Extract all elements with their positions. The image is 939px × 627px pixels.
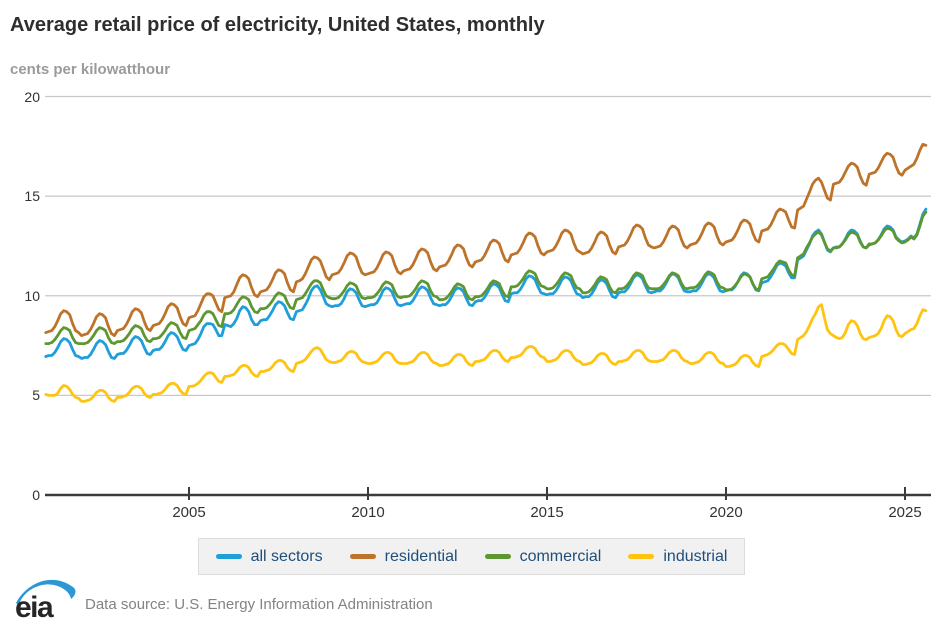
legend-item-residential: residential	[349, 547, 458, 566]
legend-label: all sectors	[250, 547, 323, 565]
y-tick-label: 15	[24, 188, 40, 205]
eia-logo: eia	[14, 576, 78, 624]
eia-logo-swoosh-icon	[16, 579, 76, 605]
legend-label: residential	[384, 547, 458, 565]
legend-item-industrial: industrial	[628, 548, 727, 566]
legend-swatch-icon	[215, 554, 242, 559]
legend-swatch-icon	[349, 554, 376, 559]
y-tick-label: 10	[24, 287, 40, 304]
legend-label: commercial	[519, 547, 602, 565]
chart-units-label: cents per kilowatthour	[10, 61, 171, 78]
legend-item-all-sectors: all sectors	[215, 547, 323, 566]
legend-item-commercial: commercial	[484, 547, 602, 566]
series-line-commercial	[44, 210, 928, 346]
eia-logo-text: eia	[15, 591, 54, 624]
y-tick-label: 20	[24, 88, 40, 105]
x-tick-label: 2010	[351, 504, 385, 521]
x-tick-label: 2020	[709, 504, 743, 521]
legend-swatch-icon	[484, 554, 511, 559]
series-line-industrial	[44, 303, 928, 403]
chart-legend: all sectors residential commercial industri…	[198, 538, 745, 575]
x-tick-label: 2015	[530, 504, 564, 521]
x-tick-label: 2025	[888, 504, 922, 521]
y-tick-label: 5	[32, 387, 40, 404]
data-source-text: Data source: U.S. Energy Information Adm…	[85, 596, 433, 613]
legend-label: industrial	[663, 547, 728, 565]
series-line-residential	[44, 142, 928, 338]
series-line-all-sectors	[44, 207, 928, 360]
x-tick-label: 2005	[172, 504, 206, 521]
y-tick-label: 0	[32, 487, 40, 503]
chart-title: Average retail price of electricity, Uni…	[10, 14, 545, 36]
legend-swatch-icon	[628, 554, 655, 559]
